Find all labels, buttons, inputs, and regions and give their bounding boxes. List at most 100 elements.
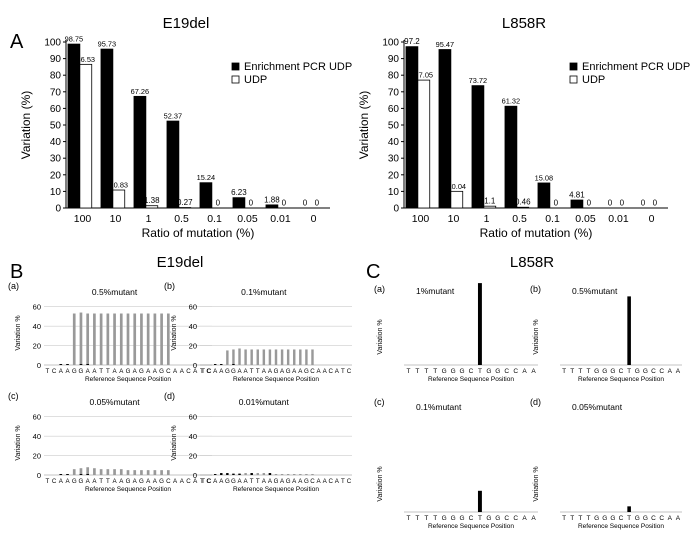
y-axis-label: Variation % [15, 425, 22, 460]
y-tick-label: 100 [382, 38, 399, 49]
sequence-base: A [676, 368, 681, 375]
wild-bar [250, 473, 253, 475]
sequence-base: T [200, 368, 204, 375]
data-label: 1.88 [264, 195, 280, 204]
sequence-base: A [219, 478, 224, 485]
sequence-base: T [45, 368, 49, 375]
mutant-bar [140, 313, 143, 365]
sequence-base: C [619, 515, 624, 522]
wild-bar [213, 474, 217, 475]
mutant-bar [256, 473, 259, 475]
bar-udp [450, 190, 464, 209]
x-axis-label: Reference Sequence Position [233, 376, 319, 383]
subplot-title: 0.05%mutant [90, 397, 141, 407]
sequence-base: C [513, 515, 518, 522]
x-tick-label: 0.05 [575, 213, 596, 225]
sequence-base: A [262, 478, 267, 485]
data-label: 97.2 [404, 37, 420, 46]
legend-label: Enrichment PCR UDP [582, 61, 690, 73]
x-tick-label: 0.5 [512, 213, 527, 225]
y-axis-label: Variation % [171, 425, 178, 460]
mutant-bar [86, 467, 90, 475]
sequence-base: A [316, 478, 321, 485]
wild-bar [59, 364, 63, 365]
sequence-base: T [200, 478, 204, 485]
data-label: 1.1 [484, 197, 496, 206]
y-tick-label: 70 [50, 87, 62, 98]
sequence-base: C [347, 368, 352, 375]
sequence-base: A [298, 368, 303, 375]
sequence-base: C [469, 515, 474, 522]
sequence-base: C [166, 368, 171, 375]
mutant-bar [244, 473, 247, 475]
mutant-bar [153, 470, 157, 475]
bar-udp [79, 63, 93, 209]
data-label: 0 [249, 199, 254, 208]
sequence-base: A [59, 368, 64, 375]
y-tick-label: 100 [44, 38, 61, 49]
sequence-base: T [415, 368, 419, 375]
wild-bar [232, 364, 235, 365]
sequence-base: T [415, 515, 419, 522]
mutant-bar [238, 348, 241, 365]
mutant-bar [79, 312, 83, 365]
variant-bar [627, 506, 631, 512]
bar-enrichment [67, 43, 81, 209]
mutant-bar [299, 474, 302, 475]
data-label: 0 [653, 199, 658, 208]
y-tick-label: 20 [189, 342, 197, 351]
sequence-base: G [159, 478, 164, 485]
sequence-base: C [659, 515, 664, 522]
x-axis-label: Reference Sequence Position [428, 376, 514, 383]
sequence-base: C [504, 515, 509, 522]
mutant-bar [153, 313, 157, 365]
sequence-base: C [206, 478, 211, 485]
x-axis-label: Reference Sequence Position [85, 486, 171, 493]
sequence-base: G [460, 515, 465, 522]
sequence-base: G [126, 368, 131, 375]
sequence-base: C [347, 478, 352, 485]
wild-bar [59, 474, 63, 475]
sequence-base: C [469, 368, 474, 375]
sequence-base: G [139, 478, 144, 485]
y-tick-label: 50 [388, 121, 400, 132]
y-tick-label: 40 [388, 137, 400, 148]
y-tick-label: 0 [393, 204, 399, 215]
y-tick-label: 40 [189, 432, 197, 441]
y-tick-label: 60 [189, 413, 197, 422]
sequence-base: G [451, 515, 456, 522]
sequence-base: G [231, 368, 236, 375]
mutant-bar [280, 474, 284, 475]
sequence-base: A [292, 478, 297, 485]
mutant-bar [79, 468, 83, 475]
subplot-title: 0.01%mutant [239, 397, 290, 407]
data-label: 67.26 [131, 87, 150, 96]
sequence-base: C [651, 515, 656, 522]
sequence-base: T [627, 368, 631, 375]
sequence-base: A [59, 478, 64, 485]
y-axis-label: Variation % [533, 319, 540, 354]
sequence-base: A [668, 368, 673, 375]
mutant-bar [113, 313, 116, 365]
sequence-base: G [486, 368, 491, 375]
variant-bar [477, 490, 482, 512]
x-axis-label: Reference Sequence Position [578, 376, 664, 383]
data-label: 0 [641, 199, 646, 208]
sequence-base: C [52, 478, 57, 485]
sequence-base: A [292, 368, 297, 375]
subplot-tag: (c) [374, 397, 385, 407]
subplot-title: 0.1%mutant [241, 287, 287, 297]
x-tick-label: 0 [649, 213, 655, 225]
bar-udp [112, 189, 126, 209]
sequence-base: T [250, 478, 254, 485]
chart-title: L858R [502, 15, 546, 32]
subplot-title: 0.05%mutant [572, 402, 623, 412]
x-tick-label: 100 [412, 213, 430, 225]
sequence-base: T [106, 368, 110, 375]
y-tick-label: 60 [33, 413, 41, 422]
data-label: 0 [554, 199, 559, 208]
sequence-base: T [627, 515, 631, 522]
sequence-base: G [460, 368, 465, 375]
data-label: 0 [608, 199, 613, 208]
